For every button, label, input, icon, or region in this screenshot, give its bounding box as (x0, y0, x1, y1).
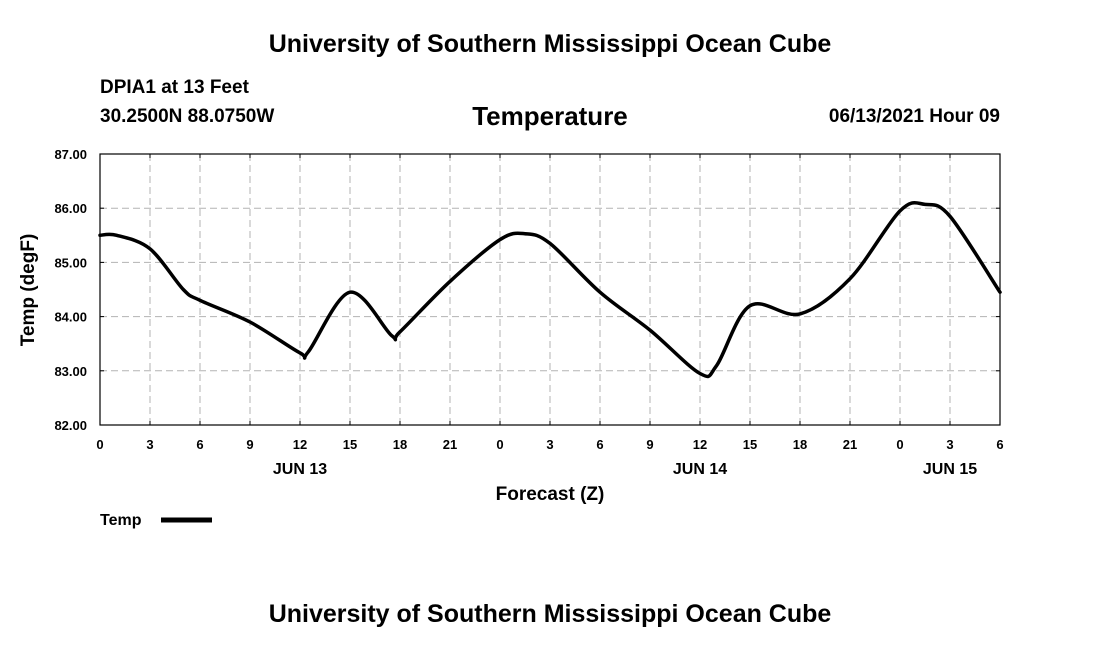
x-tick-label: 0 (896, 437, 903, 452)
station-name: DPIA1 at 13 Feet (100, 77, 249, 98)
x-tick-label: 12 (293, 437, 307, 452)
x-tick-label: 15 (343, 437, 357, 452)
x-axis-label: Forecast (Z) (496, 484, 605, 505)
station-coordinates: 30.2500N 88.0750W (100, 106, 275, 127)
x-tick-label: 6 (596, 437, 603, 452)
top-title: University of Southern Mississippi Ocean… (268, 30, 832, 58)
y-tick-label: 83.00 (54, 364, 87, 379)
y-tick-label: 86.00 (54, 201, 87, 216)
x-tick-label: 15 (743, 437, 757, 452)
y-tick-label: 84.00 (54, 310, 87, 325)
day-label: JUN 14 (673, 461, 727, 478)
y-axis-label: Temp (degF) (18, 234, 39, 347)
axis-ticks (99, 153, 1001, 426)
x-tick-label: 9 (246, 437, 253, 452)
day-label: JUN 13 (273, 461, 327, 478)
x-tick-label: 12 (693, 437, 707, 452)
day-label: JUN 15 (923, 461, 977, 478)
x-tick-label: 18 (393, 437, 407, 452)
x-tick-label: 6 (196, 437, 203, 452)
y-tick-label: 87.00 (54, 147, 87, 162)
variable-title: Temperature (472, 101, 628, 131)
x-tick-label: 18 (793, 437, 807, 452)
forecast-datetime: 06/13/2021 Hour 09 (828, 106, 1000, 127)
x-tick-label: 9 (646, 437, 653, 452)
x-tick-label: 3 (546, 437, 553, 452)
x-tick-label: 6 (996, 437, 1003, 452)
y-tick-label: 85.00 (54, 255, 87, 270)
temp-series-line (98, 200, 1002, 379)
x-tick-label: 0 (496, 437, 503, 452)
y-tick-label: 82.00 (54, 418, 87, 433)
x-tick-label: 3 (946, 437, 953, 452)
x-tick-label: 21 (843, 437, 857, 452)
x-tick-label: 21 (443, 437, 457, 452)
x-tick-label: 3 (146, 437, 153, 452)
bottom-title: University of Southern Mississippi Ocean… (268, 600, 832, 628)
x-tick-label: 0 (96, 437, 103, 452)
grid-lines (100, 154, 1000, 425)
legend-label: Temp (100, 512, 142, 529)
